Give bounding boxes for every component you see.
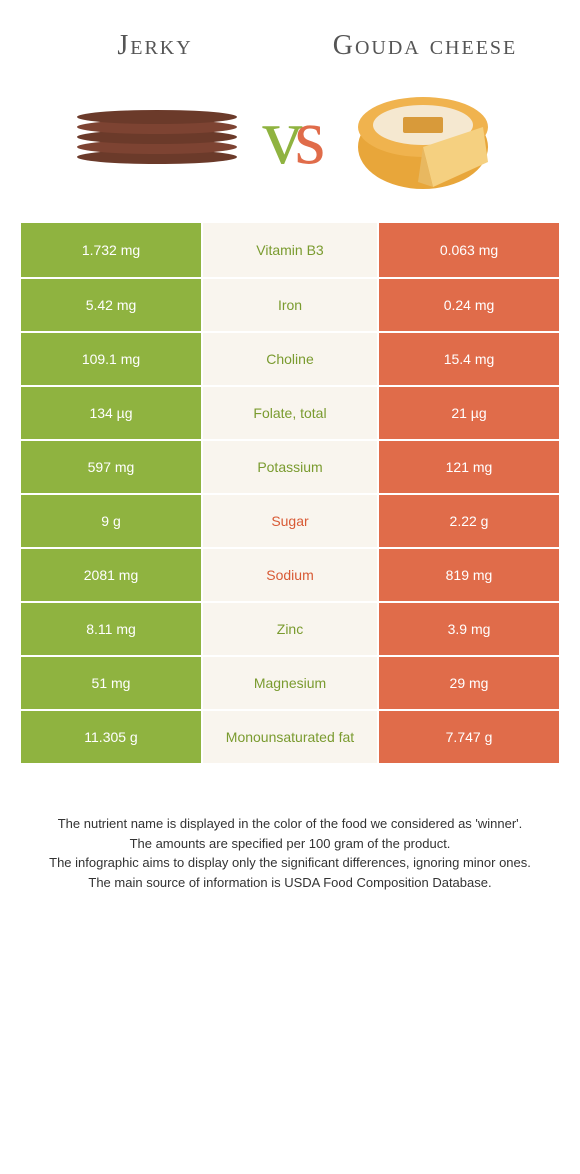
value-food-a: 5.42 mg bbox=[21, 279, 201, 331]
title-food-a: Jerky bbox=[20, 30, 290, 62]
gouda-icon bbox=[338, 82, 508, 192]
value-food-b: 121 mg bbox=[379, 441, 559, 493]
value-food-a: 51 mg bbox=[21, 657, 201, 709]
value-food-a: 1.732 mg bbox=[21, 223, 201, 277]
value-food-b: 3.9 mg bbox=[379, 603, 559, 655]
table-row: 8.11 mgZinc3.9 mg bbox=[21, 601, 559, 655]
value-food-b: 29 mg bbox=[379, 657, 559, 709]
table-row: 1.732 mgVitamin B30.063 mg bbox=[21, 223, 559, 277]
hero-row: vs bbox=[0, 82, 580, 222]
value-food-a: 597 mg bbox=[21, 441, 201, 493]
vs-label: vs bbox=[262, 92, 317, 183]
value-food-b: 15.4 mg bbox=[379, 333, 559, 385]
value-food-b: 2.22 g bbox=[379, 495, 559, 547]
title-food-b: Gouda cheese bbox=[290, 30, 560, 62]
value-food-a: 8.11 mg bbox=[21, 603, 201, 655]
header: Jerky Gouda cheese bbox=[0, 0, 580, 82]
value-food-a: 134 µg bbox=[21, 387, 201, 439]
value-food-a: 2081 mg bbox=[21, 549, 201, 601]
value-food-b: 0.24 mg bbox=[379, 279, 559, 331]
nutrient-name: Sugar bbox=[201, 495, 379, 547]
vs-s-letter: s bbox=[294, 92, 317, 183]
table-row: 5.42 mgIron0.24 mg bbox=[21, 277, 559, 331]
nutrient-name: Potassium bbox=[201, 441, 379, 493]
vs-v-letter: v bbox=[262, 92, 294, 183]
footer-line-1: The nutrient name is displayed in the co… bbox=[30, 814, 550, 834]
nutrition-table: 1.732 mgVitamin B30.063 mg5.42 mgIron0.2… bbox=[20, 222, 560, 764]
value-food-a: 9 g bbox=[21, 495, 201, 547]
nutrient-name: Magnesium bbox=[201, 657, 379, 709]
value-food-b: 0.063 mg bbox=[379, 223, 559, 277]
nutrient-name: Iron bbox=[201, 279, 379, 331]
nutrient-name: Choline bbox=[201, 333, 379, 385]
table-row: 9 gSugar2.22 g bbox=[21, 493, 559, 547]
nutrient-name: Folate, total bbox=[201, 387, 379, 439]
table-row: 597 mgPotassium121 mg bbox=[21, 439, 559, 493]
table-row: 109.1 mgCholine15.4 mg bbox=[21, 331, 559, 385]
footer-line-2: The amounts are specified per 100 gram o… bbox=[30, 834, 550, 854]
table-row: 51 mgMagnesium29 mg bbox=[21, 655, 559, 709]
value-food-b: 21 µg bbox=[379, 387, 559, 439]
jerky-icon bbox=[72, 82, 242, 192]
footer-line-3: The infographic aims to display only the… bbox=[30, 853, 550, 873]
table-row: 2081 mgSodium819 mg bbox=[21, 547, 559, 601]
value-food-b: 7.747 g bbox=[379, 711, 559, 763]
footer-line-4: The main source of information is USDA F… bbox=[30, 873, 550, 893]
nutrient-name: Monounsaturated fat bbox=[201, 711, 379, 763]
value-food-a: 109.1 mg bbox=[21, 333, 201, 385]
table-row: 11.305 gMonounsaturated fat7.747 g bbox=[21, 709, 559, 763]
table-row: 134 µgFolate, total21 µg bbox=[21, 385, 559, 439]
nutrient-name: Zinc bbox=[201, 603, 379, 655]
value-food-b: 819 mg bbox=[379, 549, 559, 601]
nutrient-name: Vitamin B3 bbox=[201, 223, 379, 277]
value-food-a: 11.305 g bbox=[21, 711, 201, 763]
nutrient-name: Sodium bbox=[201, 549, 379, 601]
footer-text: The nutrient name is displayed in the co… bbox=[0, 764, 580, 922]
